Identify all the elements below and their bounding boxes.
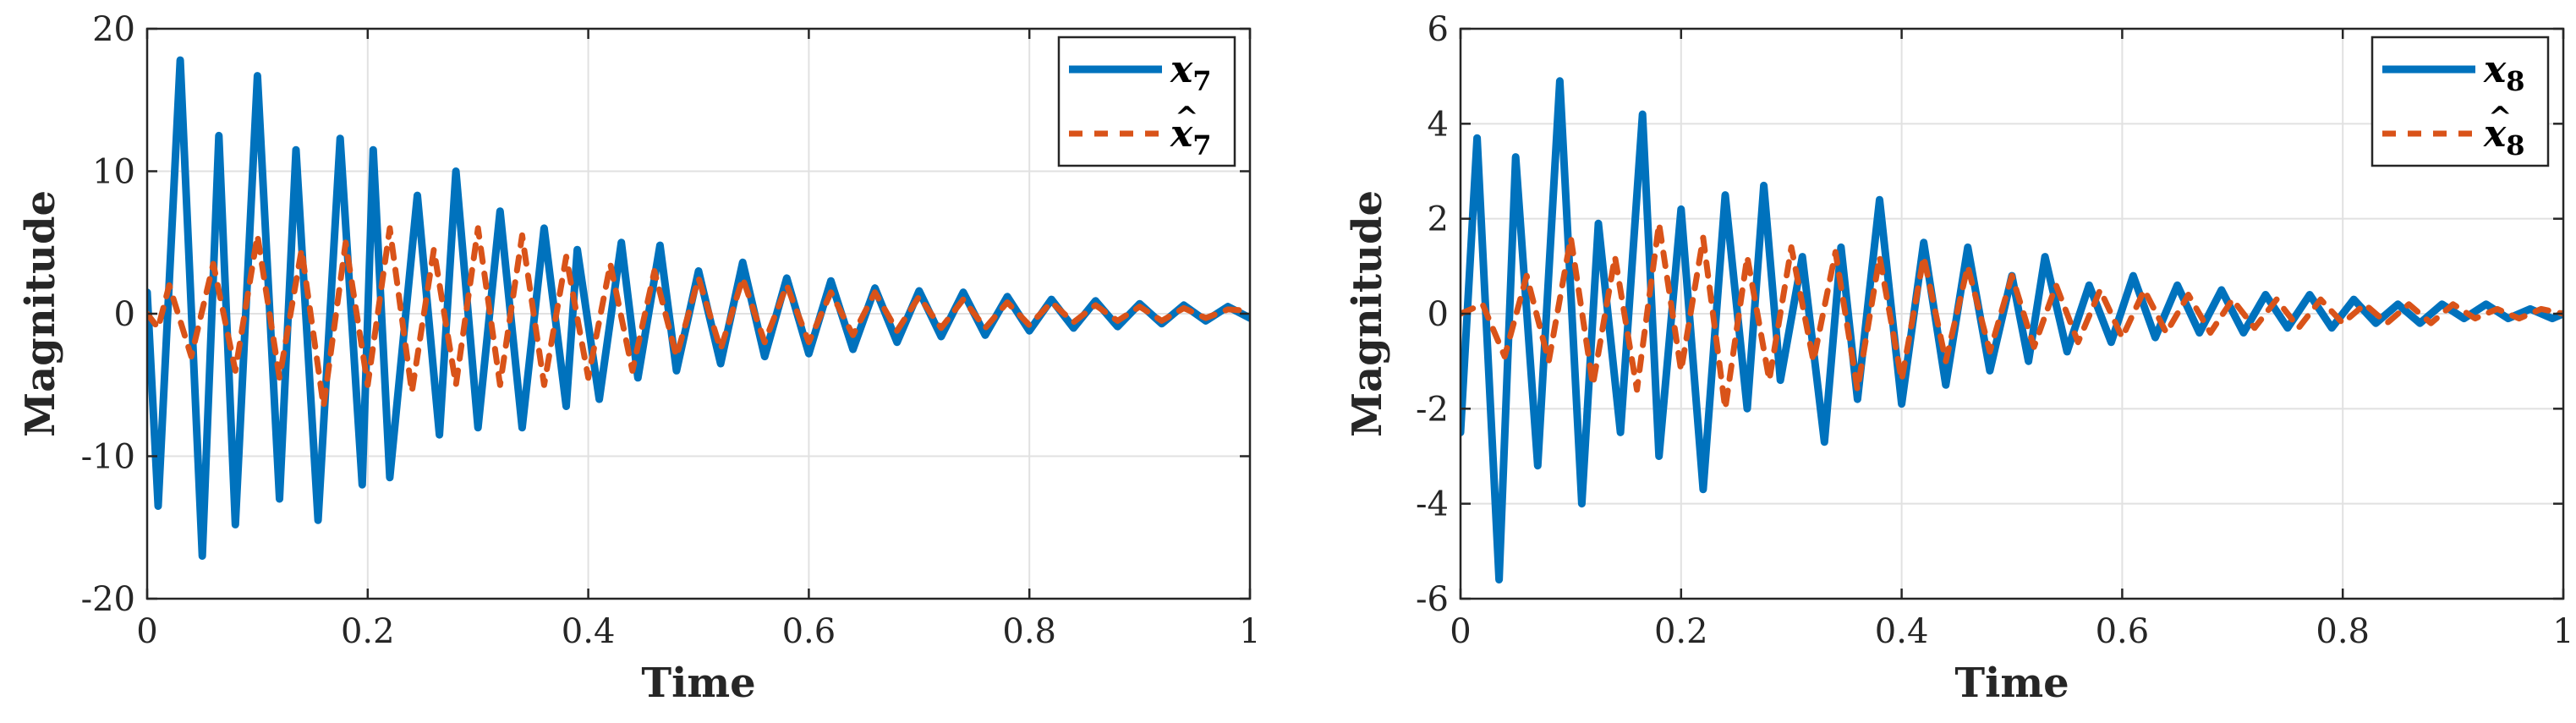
legend-label-base: x [2483,48,2507,91]
legend-hat-mark: ^ [2488,101,2513,134]
x-tick-label: 0.6 [2096,612,2150,651]
legend-label: x8 [2483,112,2525,162]
series-line-x7-hat [147,225,1250,409]
legend-box [1057,36,1236,167]
y-tick-label: 4 [1428,105,1449,144]
x-tick-label: 0.8 [2316,612,2370,651]
y-tick-label: 20 [92,10,135,49]
legend-label-subscript: 7 [1192,65,1211,97]
x-tick-label: 0 [136,612,157,651]
x-tick-label: 0.8 [1002,612,1056,651]
chart-right: 0 0.2 0.4 0.6 0.8 1-6-4-20246TimeMagnitudex8x… [1344,10,2574,707]
y-tick-label: 6 [1428,10,1449,49]
y-tick-label: -10 [81,438,135,477]
x-tick-label: 0 [1450,612,1471,651]
legend-label-subscript: 8 [2506,129,2524,162]
y-tick-label: -2 [1416,390,1449,429]
y-tick-label: 2 [1428,200,1449,239]
y-tick-label: 0 [114,295,135,334]
x-tick-label: 0.2 [1654,612,1708,651]
y-tick-label: -4 [1416,485,1449,524]
series-group [147,56,1250,560]
x-axis-label: Time [641,660,755,707]
x-tick-label: 0.6 [782,612,836,651]
x-tick-label: 1 [2552,612,2573,651]
y-tick-label: -6 [1416,580,1449,619]
y-tick-label: -20 [81,580,135,619]
legend-hat-mark: ^ [1175,101,1199,134]
y-tick-label: 10 [92,153,135,192]
legend-item: x8 [2382,48,2525,97]
x-tick-label: 0.4 [1875,612,1929,651]
y-tick-label: 0 [1428,295,1449,334]
x-tick-label: 1 [1239,612,1260,651]
legend-label: x7 [1170,48,1212,97]
legend-label-subscript: 8 [2506,65,2524,97]
legend-item: x8^ [2382,101,2525,162]
legend-label: x7 [1170,112,1212,162]
y-axis-label: Magnitude [1344,190,1391,437]
legend-label-subscript: 7 [1192,129,1211,162]
x-tick-label: 0.4 [562,612,616,651]
chart-left: 0 0.2 0.4 0.6 0.8 1-20-1001020TimeMagnitudex7… [17,10,1261,707]
series-group [1461,77,2563,583]
legend-label-base: x [1170,112,1193,156]
x-tick-label: 0.2 [341,612,395,651]
legend-box [2370,36,2550,167]
y-axis-label: Magnitude [17,190,64,437]
legend-label-base: x [2483,112,2507,156]
legend-label: x8 [2483,48,2525,97]
series-line-x8-hat [1461,220,2563,412]
legend-item: x7 [1069,48,1212,97]
x-axis-label: Time [1954,660,2069,707]
legend-label-base: x [1170,48,1193,91]
legend-item: x7^ [1069,101,1212,162]
